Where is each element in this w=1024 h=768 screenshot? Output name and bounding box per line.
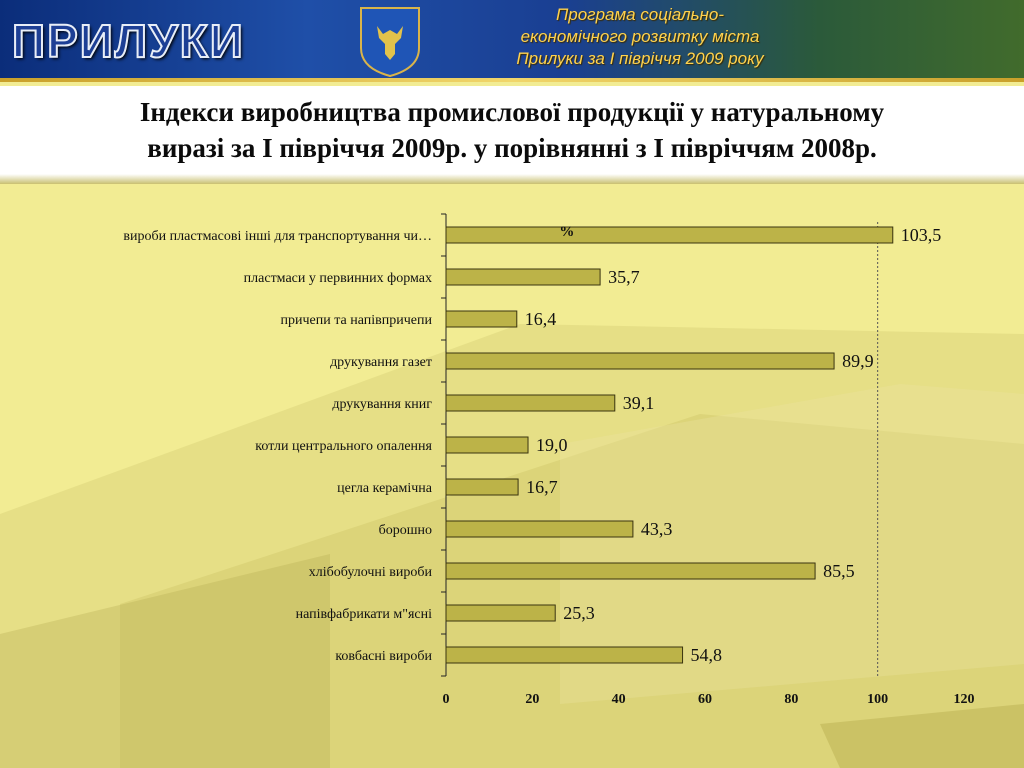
x-tick-label: 100 — [867, 692, 888, 707]
value-label: 16,7 — [526, 477, 558, 497]
bar — [445, 268, 601, 286]
category-label: цегла керамічна — [337, 481, 433, 496]
category-label: причепи та напівпричепи — [281, 313, 433, 328]
value-label: 39,1 — [623, 393, 655, 413]
value-label: 89,9 — [842, 351, 874, 371]
header-program-title: Програма соціально- економічного розвитк… — [440, 4, 840, 70]
slide-title-line: виразі за І півріччя 2009р. у порівнянні… — [147, 133, 877, 163]
value-label: 16,4 — [525, 309, 557, 329]
value-label: 35,7 — [608, 267, 640, 287]
category-label: пластмаси у первинних формах — [244, 271, 432, 286]
unit-label: % — [559, 224, 574, 240]
bar — [445, 436, 529, 454]
background-building-decoration — [0, 324, 1024, 768]
x-tick-label: 120 — [954, 692, 975, 707]
bar — [445, 394, 616, 412]
category-label: напівфабрикати м"ясні — [296, 607, 433, 622]
value-label: 19,0 — [536, 435, 568, 455]
bar — [445, 478, 519, 496]
value-label: 25,3 — [563, 603, 595, 623]
header-subtitle-line: Програма соціально- — [555, 5, 725, 24]
bar — [445, 646, 684, 664]
bar — [445, 310, 518, 328]
x-tick-label: 40 — [612, 692, 626, 707]
x-tick-label: 0 — [443, 692, 450, 707]
category-label: ковбасні вироби — [335, 649, 432, 664]
x-tick-label: 60 — [698, 692, 712, 707]
bar — [445, 352, 835, 370]
value-label: 43,3 — [641, 519, 673, 539]
slide-title-line: Індекси виробництва промислової продукці… — [139, 97, 885, 127]
category-label: вироби пластмасові інші для транспортува… — [123, 229, 432, 244]
header-banner — [0, 0, 1024, 80]
bar-chart: 0 20 40 60 80 100 120 вироби пластмасові інші … — [123, 213, 975, 707]
value-label: 54,8 — [691, 645, 723, 665]
city-emblem-icon — [360, 7, 420, 78]
category-label: хлібобулочні вироби — [309, 565, 433, 580]
slide-title: Індекси виробництва промислової продукці… — [0, 94, 1024, 166]
header-subtitle-line: Прилуки за І півріччя 2009 року — [516, 49, 764, 68]
category-label: борошно — [379, 523, 432, 538]
header-subtitle-line: економічного розвитку міста — [520, 27, 760, 46]
city-name-logo: ПРИЛУКИ — [11, 15, 245, 67]
category-label: друкування книг — [332, 397, 432, 412]
bar — [445, 562, 816, 580]
category-label: котли центрального опалення — [255, 439, 432, 454]
bar — [445, 520, 634, 538]
category-label: друкування газет — [330, 355, 432, 370]
title-band-shadow — [0, 174, 1024, 184]
x-tick-label: 20 — [525, 692, 539, 707]
bar — [445, 604, 556, 622]
title-band — [0, 86, 1024, 178]
x-tick-label: 80 — [784, 692, 798, 707]
value-label: 85,5 — [823, 561, 855, 581]
bar — [445, 226, 894, 244]
value-label: 103,5 — [901, 225, 942, 245]
header-gold-stripe — [0, 78, 1024, 82]
